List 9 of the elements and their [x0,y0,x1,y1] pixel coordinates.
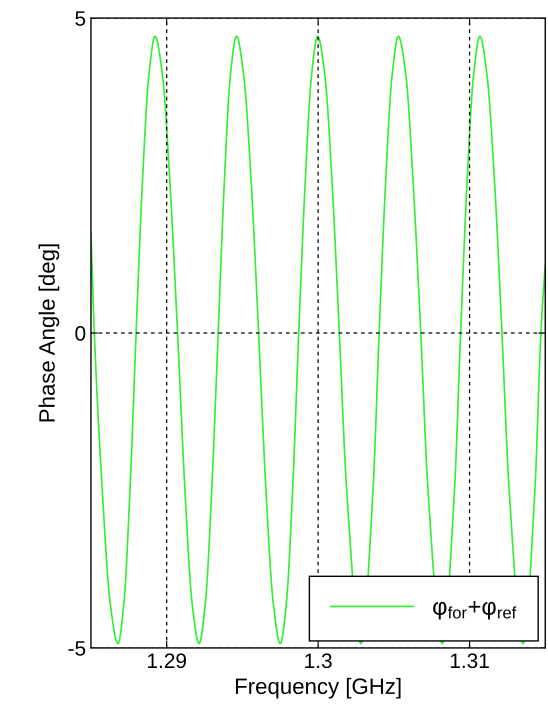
x-tick-label: 1.3 [305,653,332,668]
legend-label: φ$_{for}$+φ$_{ref}$ [433,600,516,620]
x-tick-label: 1.31 [450,653,489,668]
x-axis-title: Frequency [GHz] [236,678,401,699]
x-tick-label: 1.29 [148,653,186,668]
y-tick-label: -5 [68,641,86,656]
y-axis-title: Phase Angle [deg] [38,244,60,422]
y-tick-label: 0 [75,326,86,341]
y-tick-label: 5 [75,11,86,26]
